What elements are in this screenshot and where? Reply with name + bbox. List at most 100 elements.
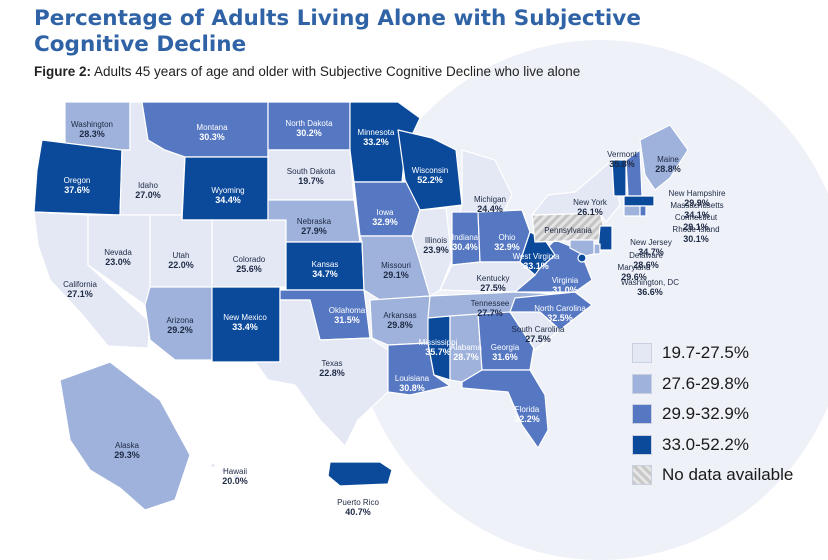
state-label-colorado: Colorado [233, 255, 266, 264]
state-label-west-virginia: West Virginia [513, 252, 560, 261]
legend-item: 19.7-27.5% [632, 338, 793, 369]
legend-item: No data available [632, 460, 793, 491]
state-west-virginia [519, 231, 556, 276]
state-label-mississippi: Mississippi [419, 338, 458, 347]
state-florida [461, 369, 549, 449]
state-label-kansas: Kansas [312, 260, 339, 269]
state-value-new-jersey: 34.7% [638, 247, 664, 257]
legend-label: 29.9-32.9% [662, 404, 749, 424]
state-value-rhode-island: 30.1% [683, 234, 709, 244]
state-label-idaho: Idaho [138, 181, 159, 190]
state-value-massachusetts: 34.1% [684, 210, 710, 220]
state-label-iowa: Iowa [377, 208, 394, 217]
state-oregon [33, 139, 123, 216]
state-value-texas: 22.8% [319, 368, 345, 378]
state-label-new-york: New York [573, 198, 608, 207]
state-delaware [593, 243, 601, 255]
state-label-maryland: Maryland [618, 263, 651, 272]
state-label-michigan: Michigan [474, 195, 506, 204]
legend-label: 19.7-27.5% [662, 343, 749, 363]
state-label-oklahoma: Oklahoma [329, 306, 366, 315]
state-rhode-island [639, 205, 647, 217]
state-value-hawaii: 20.0% [222, 476, 248, 486]
state-label-wyoming: Wyoming [211, 186, 244, 195]
state-value-idaho: 27.0% [135, 190, 161, 200]
state-illinois [411, 207, 453, 297]
state-value-california: 27.1% [67, 289, 93, 299]
state-label-georgia: Georgia [491, 343, 520, 352]
state-value-wyoming: 34.4% [215, 195, 241, 205]
state-label-virginia: Virginia [552, 276, 579, 285]
map-legend: 19.7-27.5% 27.6-29.8% 29.9-32.9% 33.0-52… [632, 338, 793, 491]
state-value-washington-dc: 36.6% [637, 287, 663, 297]
legend-item: 27.6-29.8% [632, 369, 793, 400]
state-label-washington: Washington [71, 120, 113, 129]
state-value-oklahoma: 31.5% [334, 315, 360, 325]
state-label-minnesota: Minnesota [358, 128, 395, 137]
state-value-indiana: 30.4% [452, 242, 478, 252]
legend-swatch [632, 434, 652, 455]
state-label-delaware: Delaware [629, 251, 663, 260]
state-label-missouri: Missouri [381, 261, 411, 270]
state-label-alaska: Alaska [115, 441, 140, 450]
state-value-oregon: 37.6% [64, 185, 90, 195]
state-value-new-mexico: 33.4% [232, 322, 258, 332]
state-value-maine: 28.8% [655, 164, 681, 174]
state-label-nevada: Nevada [104, 248, 132, 257]
state-label-illinois: Illinois [425, 236, 447, 245]
state-value-utah: 22.0% [168, 260, 194, 270]
legend-swatch [632, 343, 652, 364]
state-value-washington: 28.3% [79, 129, 105, 139]
state-hawaii [209, 462, 242, 481]
state-label-indiana: Indiana [452, 233, 479, 242]
state-value-iowa: 32.9% [372, 217, 398, 227]
state-value-nebraska: 27.9% [301, 226, 327, 236]
state-maryland [569, 239, 595, 257]
state-label-south-carolina: South Carolina [512, 325, 565, 334]
state-value-virginia: 31.0% [552, 285, 578, 295]
state-value-florida: 32.2% [514, 414, 540, 424]
legend-swatch [632, 373, 652, 394]
state-label-nebraska: Nebraska [297, 217, 332, 226]
state-new-jersey [597, 225, 613, 251]
state-value-missouri: 29.1% [383, 270, 409, 280]
state-alaska [59, 361, 191, 511]
state-label-arkansas: Arkansas [383, 311, 416, 320]
state-label-maine: Maine [657, 155, 679, 164]
state-texas [254, 299, 389, 447]
state-label-rhode-island: Rhode Island [672, 225, 719, 234]
state-label-florida: Florida [515, 405, 540, 414]
state-label-utah: Utah [173, 251, 190, 260]
state-value-montana: 30.3% [199, 132, 225, 142]
state-value-alaska: 29.3% [114, 450, 140, 460]
state-massachusetts [623, 195, 655, 207]
state-label-oregon: Oregon [64, 176, 91, 185]
legend-label: 27.6-29.8% [662, 373, 749, 393]
state-label-california: California [63, 280, 97, 289]
figure-caption-text: Adults 45 years of age and older with Su… [91, 64, 581, 79]
state-value-new-york: 26.1% [577, 207, 603, 217]
state-value-ohio: 32.9% [494, 242, 520, 252]
state-value-north-carolina: 32.5% [547, 313, 573, 323]
state-washington-dc [577, 253, 587, 263]
state-label-wisconsin: Wisconsin [412, 166, 448, 175]
state-value-tennessee: 27.7% [477, 308, 503, 318]
state-value-colorado: 25.6% [236, 264, 262, 274]
state-new-york [531, 159, 621, 223]
legend-swatch [632, 465, 652, 486]
state-value-new-hampshire: 29.9% [684, 198, 710, 208]
state-value-south-dakota: 19.7% [298, 176, 324, 186]
state-value-delaware: 28.6% [633, 260, 659, 270]
figure-number: Figure 2: [34, 64, 92, 79]
state-value-kentucky: 27.5% [480, 283, 506, 293]
page-title: Percentage of Adults Living Alone with S… [34, 6, 641, 57]
state-value-south-carolina: 27.5% [525, 334, 551, 344]
state-value-maryland: 29.6% [621, 272, 647, 282]
state-value-puerto-rico: 40.7% [345, 507, 371, 517]
state-label-puerto-rico: Puerto Rico [337, 498, 379, 507]
state-puerto-rico [327, 461, 393, 487]
state-label-alabama: Alabama [450, 343, 482, 352]
state-label-north-carolina: North Carolina [534, 304, 586, 313]
state-value-vermont: 35.8% [609, 159, 635, 169]
